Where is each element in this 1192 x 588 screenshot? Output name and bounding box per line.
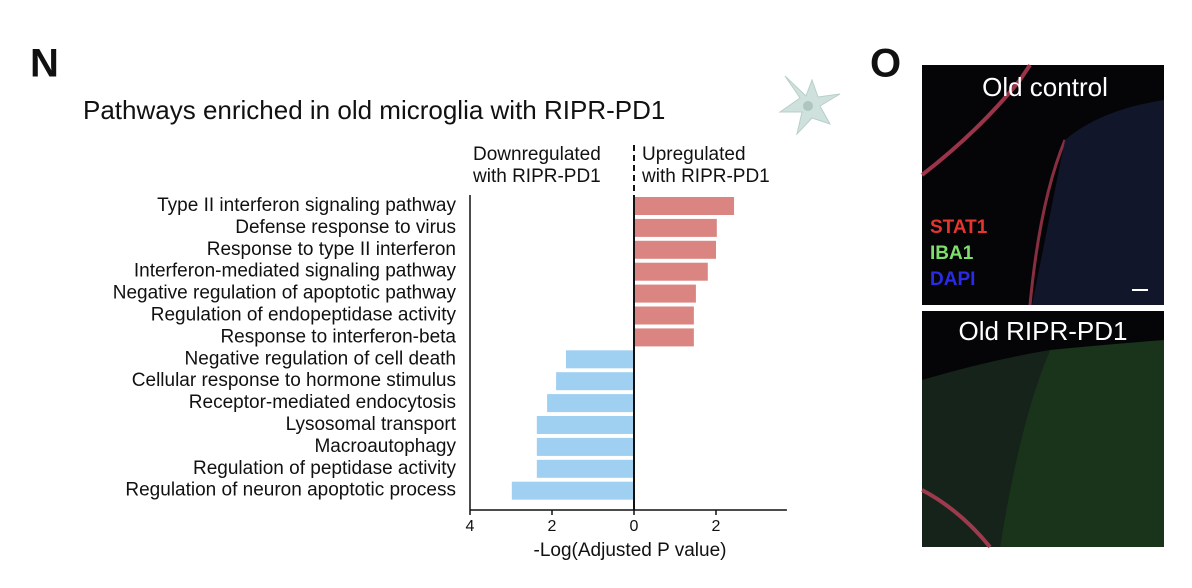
bar (634, 197, 735, 215)
category-label: Negative regulation of cell death (185, 348, 456, 369)
bar (634, 328, 694, 347)
category-label: Type II interferon signaling pathway (157, 195, 456, 216)
cell-icon (778, 75, 841, 136)
bar (634, 262, 708, 281)
stain-label: STAT1 (930, 217, 988, 238)
legend-label: Downregulated with RIPR-PD1 (472, 144, 601, 187)
x-tick-label: 0 (630, 518, 639, 535)
x-tick-label: 4 (466, 518, 475, 535)
category-label: Lysosomal transport (286, 414, 457, 435)
panel-label: O (870, 42, 901, 86)
category-label: Interferon-mediated signaling pathway (134, 261, 457, 282)
category-label: Negative regulation of apoptotic pathway (113, 283, 457, 304)
bar (634, 240, 716, 259)
category-label: Receptor-mediated endocytosis (189, 392, 456, 413)
stain-label: IBA1 (930, 243, 974, 264)
image-title: Old RIPR-PD1 (958, 316, 1127, 346)
category-label: Defense response to virus (235, 217, 456, 238)
bar (536, 459, 634, 478)
category-label: Regulation of endopeptidase activity (151, 305, 457, 326)
category-label: Regulation of peptidase activity (193, 458, 456, 479)
bar (511, 481, 634, 500)
bar (634, 284, 696, 303)
bar (547, 394, 634, 413)
x-axis-label: -Log(Adjusted P value) (534, 540, 727, 561)
image-title: Old control (982, 72, 1108, 102)
micrograph (920, 63, 1164, 549)
bar (556, 372, 634, 391)
bar (634, 306, 694, 325)
category-label: Macroautophagy (314, 436, 456, 457)
stain-label: DAPI (930, 269, 975, 290)
bar (565, 350, 634, 369)
category-label: Response to type II interferon (207, 239, 456, 260)
x-tick-label: 2 (548, 518, 557, 535)
x-tick-label: 2 (712, 518, 721, 535)
panel-label: N (30, 42, 59, 86)
bar (634, 218, 717, 237)
category-label: Response to interferon-beta (220, 326, 456, 347)
bar (536, 416, 634, 434)
legend-label: Upregulated with RIPR-PD1 (641, 144, 770, 187)
bar (536, 437, 634, 456)
category-label: Regulation of neuron apoptotic process (125, 480, 456, 501)
chart-title: Pathways enriched in old microglia with … (83, 95, 665, 125)
category-label: Cellular response to hormone stimulus (132, 370, 456, 391)
